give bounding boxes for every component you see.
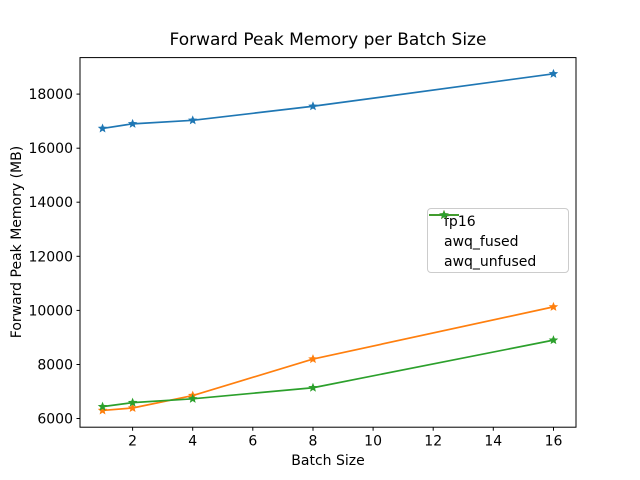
x-tick-label: 10 xyxy=(364,434,382,450)
series-line-awq_fused xyxy=(101,306,555,412)
star-marker xyxy=(308,101,318,111)
star-marker xyxy=(127,118,138,128)
y-tick-label: 6000 xyxy=(37,412,73,428)
x-tick-label: 14 xyxy=(484,434,502,450)
legend-item-awq_fused: awq_fused xyxy=(429,210,568,252)
star-marker xyxy=(97,123,108,133)
y-tick-label: 18000 xyxy=(28,87,73,103)
x-tick-label: 2 xyxy=(128,434,137,450)
star-marker xyxy=(439,210,449,220)
star-marker xyxy=(127,403,138,413)
star-marker xyxy=(127,397,138,407)
legend-item-awq_unfused: awq_unfused xyxy=(429,210,568,272)
x-tick-label: 4 xyxy=(188,434,197,450)
series-line-awq_unfused xyxy=(101,339,555,408)
star-marker xyxy=(308,354,318,364)
legend: fp16 awq_fused awq_unfused xyxy=(427,208,569,273)
x-tick-label: 6 xyxy=(248,434,257,450)
y-axis-label: Forward Peak Memory (MB) xyxy=(9,145,25,339)
x-axis-label: Batch Size xyxy=(291,453,365,469)
star-marker xyxy=(548,335,559,345)
star-marker xyxy=(187,115,198,125)
legend-label: awq_unfused xyxy=(444,254,537,270)
chart-title: Forward Peak Memory per Batch Size xyxy=(169,30,487,50)
x-tick-label: 16 xyxy=(545,434,563,450)
y-tick-label: 14000 xyxy=(28,195,73,211)
x-tick-label: 8 xyxy=(309,434,318,450)
legend-label: awq_fused xyxy=(444,234,519,250)
star-marker xyxy=(187,393,198,403)
star-marker xyxy=(548,68,559,78)
y-tick-label: 12000 xyxy=(28,249,73,265)
star-marker xyxy=(308,382,318,392)
x-tick-label: 12 xyxy=(424,434,442,450)
star-marker xyxy=(97,405,108,415)
y-tick-label: 8000 xyxy=(37,358,73,374)
series-line-fp16 xyxy=(101,72,555,130)
y-tick-label: 10000 xyxy=(28,303,73,319)
legend-line-sample xyxy=(429,210,459,220)
star-marker xyxy=(97,401,108,411)
legend-label: fp16 xyxy=(444,214,476,230)
plot-border xyxy=(79,57,577,428)
y-tick-label: 16000 xyxy=(28,141,73,157)
star-marker xyxy=(548,301,559,311)
